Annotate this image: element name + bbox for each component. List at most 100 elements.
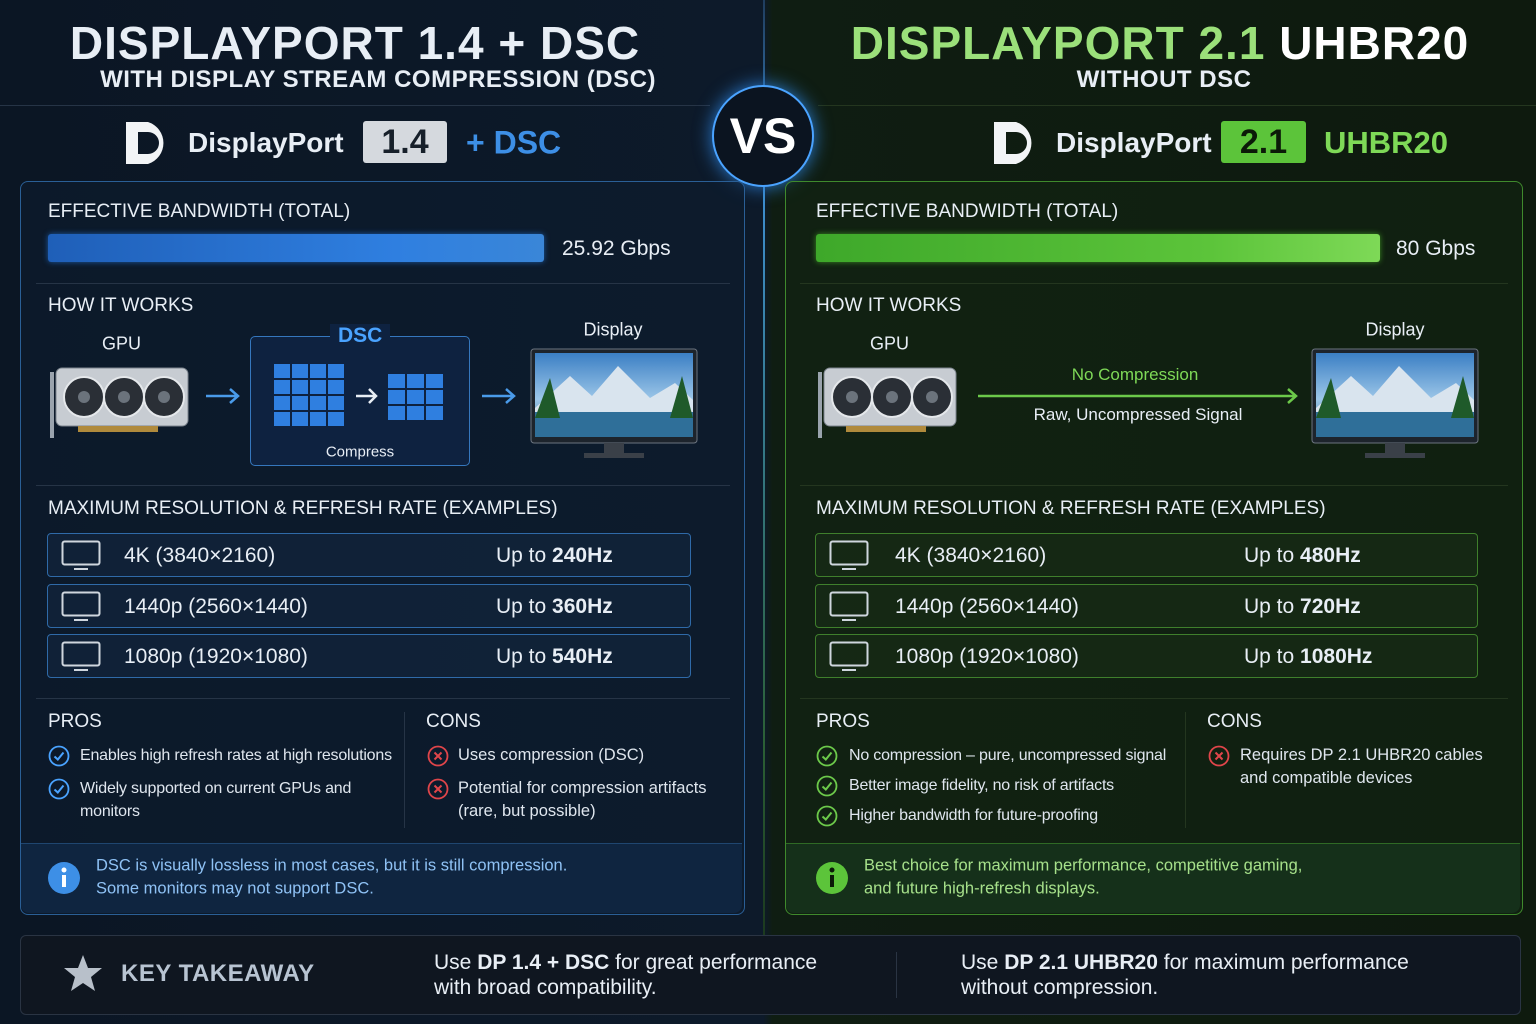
list-icon (48, 745, 70, 772)
rate-value: 720Hz (1300, 594, 1361, 618)
check-icon (48, 745, 70, 767)
resolution-row (47, 533, 691, 577)
divider (0, 105, 710, 106)
rate-value: 480Hz (1300, 544, 1361, 567)
arrow-top-label: No Compression (1071, 365, 1199, 384)
check-icon (816, 805, 838, 827)
note-text: DSC is visually lossless in most cases, … (96, 856, 568, 875)
con-item: Potential for compression artifacts (rar… (458, 779, 707, 820)
screen-icon-wrap (829, 591, 869, 628)
note-text: and future high-refresh displays. (864, 879, 1100, 898)
rate-value: 360Hz (552, 594, 613, 618)
pro-item: Enables high refresh rates at high resol… (80, 747, 392, 764)
screen-icon-wrap (829, 641, 869, 678)
takeaway-segment: without compression. (961, 976, 1159, 999)
cross-icon (1208, 745, 1230, 767)
cons-label: CONS (426, 711, 481, 732)
gpu-icon (816, 364, 958, 442)
refresh-rate: Up to 240Hz (496, 544, 613, 568)
arrow (978, 388, 1298, 404)
divider (818, 105, 1536, 106)
refresh-rate: Up to 540Hz (496, 645, 613, 669)
divider (800, 485, 1508, 486)
cross-icon (427, 778, 449, 800)
pro-item: Higher bandwidth for future-proofing (849, 807, 1098, 824)
resolution-row (815, 583, 1478, 628)
bandwidth-bar (48, 234, 544, 262)
screen-icon-wrap (61, 540, 101, 577)
list-icon (816, 775, 838, 802)
vs-badge: VS (712, 85, 814, 187)
pros-label: PROS (816, 711, 870, 732)
version-badge: 2.1 (1221, 121, 1306, 163)
refresh-rate: Up to 720Hz (1244, 595, 1361, 619)
rate-prefix: Up to (496, 645, 547, 668)
bandwidth-value: 25.92 Gbps (562, 237, 671, 260)
section-label: EFFECTIVE BANDWIDTH (TOTAL) (48, 201, 351, 222)
screen-icon (829, 540, 869, 572)
right-title-accent: DISPLAYPORT 2.1 (850, 17, 1266, 69)
section-label: EFFECTIVE BANDWIDTH (TOTAL) (816, 201, 1119, 222)
resolution-row (47, 583, 691, 628)
screen-icon (61, 591, 101, 623)
center-line (763, 0, 765, 935)
bandwidth-value: 80 Gbps (1396, 237, 1476, 260)
display-label: Display (583, 319, 643, 340)
rate-prefix: Up to (496, 594, 547, 618)
resolution-name: 1080p (1920×1080) (895, 645, 1079, 668)
refresh-rate: Up to 360Hz (496, 595, 613, 619)
list-icon (48, 778, 70, 805)
note-band (21, 843, 742, 913)
check-icon (816, 775, 838, 797)
section-label: MAXIMUM RESOLUTION & REFRESH RATE (EXAMP… (48, 498, 558, 519)
resolution-row (47, 634, 691, 678)
resolution-name: 1440p (2560×1440) (124, 594, 308, 618)
gpu-icon (48, 364, 190, 442)
divider (800, 698, 1508, 699)
list-icon (1208, 745, 1230, 772)
takeaway-segment: with broad compatibility. (434, 976, 657, 999)
screen-icon-wrap (61, 591, 101, 628)
divider (36, 698, 730, 699)
resolution-row (815, 634, 1478, 678)
logo-text: DisplayPort (1056, 127, 1212, 158)
section-label: HOW IT WORKS (816, 295, 962, 316)
divider (896, 952, 897, 998)
monitor-icon (530, 348, 698, 462)
dp-logo (992, 120, 1042, 166)
check-icon (816, 745, 838, 767)
star-icon (64, 955, 102, 991)
right-subtitle: WITHOUT DSC (1076, 66, 1252, 93)
version-suffix: UHBR20 (1324, 125, 1449, 160)
con-item: Requires DP 2.1 UHBR20 cables and compat… (1240, 746, 1483, 787)
display-label: Display (1365, 319, 1425, 340)
left-title: DISPLAYPORT 1.4 + DSC (69, 17, 641, 69)
takeaway-line: Use DP 1.4 + DSC for great performance (434, 951, 817, 975)
note-text: Best choice for maximum performance, com… (864, 856, 1303, 875)
right-title-rest: UHBR20 (1279, 17, 1470, 69)
note-text: Some monitors may not support DSC. (96, 879, 374, 898)
resolution-name: 4K (3840×2160) (895, 544, 1047, 567)
takeaway-segment: for great performance (615, 951, 818, 974)
resolution-name: 4K (3840×2160) (124, 544, 276, 567)
rate-value: 240Hz (552, 544, 613, 567)
divider (1185, 712, 1186, 828)
rate-prefix: Up to (1244, 544, 1295, 567)
screen-icon (61, 641, 101, 673)
screen-icon-wrap (61, 641, 101, 678)
resolution-name: 1080p (1920×1080) (124, 645, 308, 668)
gpu-label: GPU (870, 333, 910, 354)
rate-prefix: Up to (1244, 645, 1295, 668)
screen-icon-wrap (829, 540, 869, 577)
right-title: DISPLAYPORT 2.1 UHBR20 (851, 16, 1469, 70)
takeaway-line: Use DP 2.1 UHBR20 for maximum performanc… (961, 951, 1409, 975)
compress-graphic (274, 364, 443, 426)
takeaway-segment: DP 1.4 + DSC (477, 951, 610, 974)
pro-item: Better image fidelity, no risk of artifa… (849, 777, 1114, 794)
divider (36, 485, 730, 486)
screen-icon (61, 540, 101, 572)
takeaway-line: with broad compatibility. (434, 976, 657, 1000)
info-icon (48, 862, 80, 894)
arrow (482, 388, 516, 404)
section-label: MAXIMUM RESOLUTION & REFRESH RATE (EXAMP… (816, 498, 1326, 519)
